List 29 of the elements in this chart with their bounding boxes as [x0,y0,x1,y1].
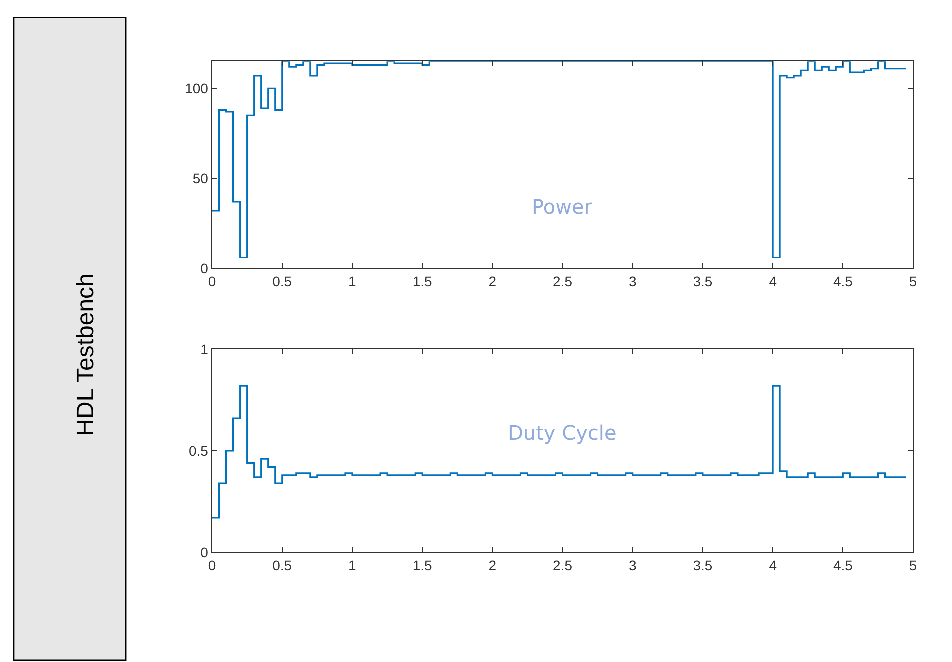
x-tick-label: 1 [348,273,357,290]
x-tick-label: 2 [488,273,497,290]
x-tick-label: 3.5 [693,557,713,574]
x-tick-label: 2 [488,557,497,574]
y-tick-label: 50 [192,170,209,186]
y-tick-label: 0 [200,544,209,560]
x-tick-label: 0.5 [272,273,292,290]
text: HDL Testbench [72,274,100,436]
x-tick-label: 2.5 [553,557,573,574]
x-tick-label: 3 [628,557,637,574]
y-tick-label: 100 [185,80,209,97]
x-tick-label: 5 [909,273,918,290]
x-tick-label: 4 [769,273,778,290]
x-tick-label: 4.5 [833,273,854,290]
x-tick-label: 1.5 [412,273,432,290]
x-tick-label: 2.5 [553,273,573,290]
x-tick-label: 1.5 [412,557,432,574]
x-tick-label: 3.5 [693,273,713,290]
x-tick-label: 4.5 [833,557,854,574]
x-tick-label: 5 [909,557,918,574]
y-tick-label: 1 [200,341,209,358]
x-tick-label: 0.5 [272,557,292,574]
y-tick-label: 0.5 [188,442,209,459]
y-tick-label: 0 [200,260,209,276]
x-tick-label: 1 [348,557,357,574]
x-tick-label: 3 [628,273,637,290]
text: Power [532,195,594,219]
x-tick-label: 4 [769,557,778,574]
text: Duty Cycle [508,421,617,445]
